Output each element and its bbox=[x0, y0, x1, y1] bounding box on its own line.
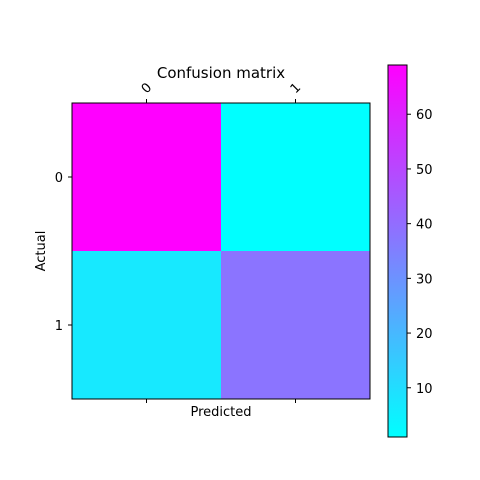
colorbar-tick-label-1: 20 bbox=[416, 327, 433, 342]
heatmap-cells bbox=[72, 103, 370, 399]
y-axis-label: Actual bbox=[34, 231, 49, 272]
colorbar-tick-label-2: 30 bbox=[416, 272, 433, 287]
colorbar-ticks: 10 20 30 40 50 60 bbox=[407, 108, 433, 397]
colorbar-tick-label-5: 60 bbox=[416, 108, 433, 123]
colorbar-tick-label-4: 50 bbox=[416, 163, 433, 178]
heatmap-cell-1-0 bbox=[72, 251, 221, 399]
y-tick-label-1: 1 bbox=[55, 319, 63, 334]
x-axis-label: Predicted bbox=[190, 405, 251, 420]
colorbar bbox=[388, 65, 407, 437]
heatmap-cell-0-0 bbox=[72, 103, 221, 251]
chart-title: Confusion matrix bbox=[157, 64, 285, 82]
heatmap-cell-0-1 bbox=[221, 103, 370, 251]
heatmap-cell-1-1 bbox=[221, 251, 370, 399]
x-tick-label-0: 0 bbox=[139, 80, 155, 96]
colorbar-tick-label-3: 40 bbox=[416, 218, 433, 233]
colorbar-tick-label-0: 10 bbox=[416, 382, 433, 397]
x-tick-label-1: 1 bbox=[288, 80, 304, 96]
y-tick-label-0: 0 bbox=[55, 171, 63, 186]
